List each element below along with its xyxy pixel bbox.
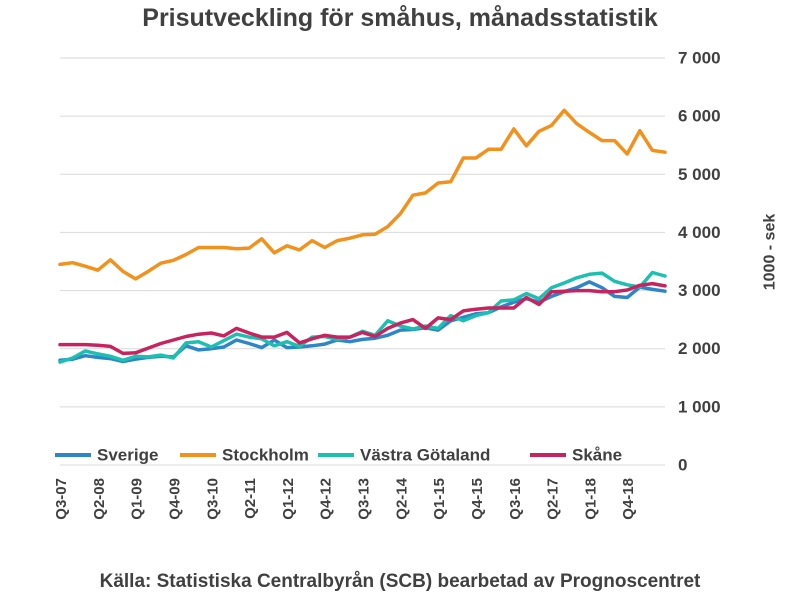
y-axis-label: 1000 - sek xyxy=(762,214,779,291)
x-tick-label: Q1-15 xyxy=(431,478,448,520)
y-tick-label: 2 000 xyxy=(678,339,721,358)
x-tick-label: Q3-10 xyxy=(204,478,221,520)
legend-label: Sverige xyxy=(97,446,158,465)
x-tick-label: Q3-13 xyxy=(356,478,373,520)
y-tick-label: 7 000 xyxy=(678,49,721,68)
x-tick-label: Q2-08 xyxy=(91,478,108,520)
y-tick-label: 0 xyxy=(678,456,687,475)
x-tick-label: Q2-14 xyxy=(393,477,410,519)
y-axis-ticks: 0 1 000 2 000 3 000 4 000 5 000 6 000 7 000 xyxy=(678,49,721,475)
series-line-stockholm xyxy=(58,108,667,281)
legend: Sverige Stockholm Västra Götaland Skåne xyxy=(55,446,622,465)
gridlines xyxy=(60,57,665,466)
x-tick-label: Q1-18 xyxy=(582,478,599,520)
x-axis-ticks: Q3-07 Q2-08 Q1-09 Q4-09 Q3-10 Q2-11 Q1-12 Q4-12… xyxy=(53,477,637,519)
x-tick-label: Q2-17 xyxy=(545,478,562,520)
x-tick-label: Q3-16 xyxy=(507,478,524,520)
y-tick-label: 6 000 xyxy=(678,107,721,126)
x-tick-label: Q1-09 xyxy=(129,478,146,520)
chart-title: Prisutveckling för småhus, månadsstatist… xyxy=(142,4,658,32)
y-tick-label: 4 000 xyxy=(678,223,721,242)
y-tick-label: 5 000 xyxy=(678,165,721,184)
legend-label: Skåne xyxy=(572,446,622,465)
x-tick-label: Q4-15 xyxy=(469,478,486,520)
legend-label: Stockholm xyxy=(222,446,309,465)
y-tick-label: 1 000 xyxy=(678,397,721,416)
x-tick-label: Q4-12 xyxy=(318,478,335,520)
x-tick-label: Q4-09 xyxy=(166,478,183,520)
x-tick-label: Q4-18 xyxy=(620,478,637,520)
y-tick-label: 3 000 xyxy=(678,281,721,300)
x-tick-label: Q3-07 xyxy=(53,478,70,520)
series-lines xyxy=(58,108,667,364)
series-line-sk-ne xyxy=(58,281,667,356)
legend-label: Västra Götaland xyxy=(360,446,490,465)
series-line-sverige xyxy=(58,280,667,364)
x-tick-label: Q2-11 xyxy=(242,478,259,519)
source-note: Källa: Statistiska Centralbyrån (SCB) be… xyxy=(99,571,701,592)
x-tick-label: Q1-12 xyxy=(280,478,297,520)
